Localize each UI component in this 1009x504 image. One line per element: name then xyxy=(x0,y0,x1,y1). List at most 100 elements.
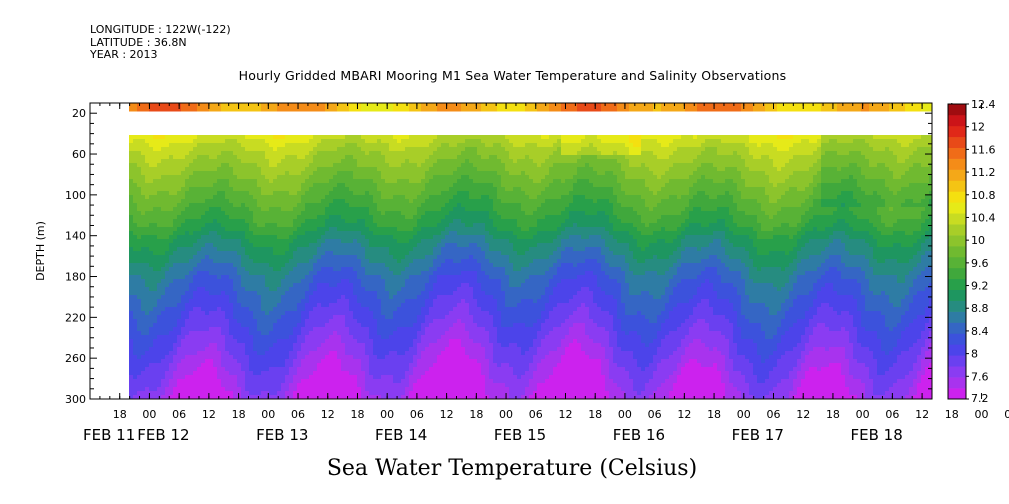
heatmap-cell xyxy=(361,267,366,272)
heatmap-cell xyxy=(309,147,314,152)
heatmap-cell xyxy=(149,299,154,304)
heatmap-cell xyxy=(177,267,182,272)
heatmap-cell xyxy=(305,139,310,144)
heatmap-cell xyxy=(369,219,374,224)
heatmap-cell xyxy=(305,295,310,300)
heatmap-field xyxy=(129,103,932,399)
heatmap-cell xyxy=(129,287,134,292)
heatmap-cell xyxy=(225,359,230,364)
heatmap-cell xyxy=(293,259,298,264)
heatmap-cell xyxy=(289,207,294,212)
heatmap-cell xyxy=(161,259,166,264)
heatmap-cell xyxy=(261,311,266,316)
heatmap-cell xyxy=(161,151,166,156)
heatmap-cell xyxy=(133,175,138,180)
heatmap-cell xyxy=(197,331,202,336)
heatmap-cell xyxy=(245,167,250,172)
heatmap-cell xyxy=(381,187,386,192)
heatmap-cell xyxy=(261,255,266,260)
heatmap-cell xyxy=(237,275,242,280)
heatmap-cell xyxy=(201,379,206,384)
heatmap-cell xyxy=(265,327,270,332)
heatmap-cell xyxy=(357,307,362,312)
heatmap-cell xyxy=(349,195,354,200)
heatmap-cell xyxy=(153,259,158,264)
heatmap-cell xyxy=(265,307,270,312)
heatmap-cell xyxy=(277,275,282,280)
heatmap-cell xyxy=(169,295,174,300)
heatmap-cell xyxy=(197,247,202,252)
heatmap-cell xyxy=(177,383,182,388)
heatmap-cell xyxy=(213,355,218,360)
heatmap-cell xyxy=(401,327,406,332)
heatmap-cell xyxy=(397,223,402,228)
heatmap-cell xyxy=(329,371,334,376)
heatmap-cell xyxy=(405,175,410,180)
heatmap-cell xyxy=(173,223,178,228)
heatmap-cell xyxy=(209,287,214,292)
heatmap-cell xyxy=(289,355,294,360)
heatmap-cell xyxy=(265,219,270,224)
heatmap-cell xyxy=(129,235,134,240)
heatmap-cell xyxy=(393,107,398,112)
heatmap-cell xyxy=(237,171,242,176)
heatmap-cell xyxy=(129,351,134,356)
heatmap-cell xyxy=(253,267,258,272)
heatmap-cell xyxy=(161,147,166,152)
heatmap-cell xyxy=(309,331,314,336)
heatmap-cell xyxy=(185,175,190,180)
heatmap-cell xyxy=(253,171,258,176)
heatmap-cell xyxy=(157,287,162,292)
heatmap-cell xyxy=(317,383,322,388)
heatmap-cell xyxy=(249,267,254,272)
heatmap-cell xyxy=(197,219,202,224)
heatmap-cell xyxy=(165,383,170,388)
heatmap-cell xyxy=(313,207,318,212)
heatmap-cell xyxy=(289,183,294,188)
heatmap-cell xyxy=(201,175,206,180)
heatmap-cell xyxy=(237,371,242,376)
heatmap-cell xyxy=(333,375,338,380)
heatmap-cell xyxy=(393,383,398,388)
heatmap-cell xyxy=(369,319,374,324)
heatmap-cell xyxy=(185,259,190,264)
heatmap-cell xyxy=(401,343,406,348)
heatmap-cell xyxy=(249,171,254,176)
heatmap-cell xyxy=(409,255,414,260)
heatmap-cell xyxy=(129,387,134,392)
heatmap-cell xyxy=(265,247,270,252)
heatmap-cell xyxy=(357,203,362,208)
heatmap-cell xyxy=(149,379,154,384)
heatmap-cell xyxy=(381,279,386,284)
heatmap-cell xyxy=(333,395,338,399)
heatmap-cell xyxy=(293,107,298,112)
heatmap-cell xyxy=(245,303,250,308)
heatmap-cell xyxy=(181,251,186,256)
heatmap-cell xyxy=(201,247,206,252)
heatmap-cell xyxy=(133,135,138,140)
heatmap-cell xyxy=(409,203,414,208)
heatmap-cell xyxy=(233,307,238,312)
heatmap-cell xyxy=(213,207,218,212)
heatmap-cell xyxy=(233,143,238,148)
heatmap-cell xyxy=(321,103,326,108)
heatmap-cell xyxy=(157,263,162,268)
heatmap-cell xyxy=(313,255,318,260)
heatmap-cell xyxy=(165,283,170,288)
heatmap-cell xyxy=(341,147,346,152)
heatmap-cell xyxy=(321,359,326,364)
heatmap-cell xyxy=(261,227,266,232)
heatmap-cell xyxy=(157,379,162,384)
heatmap-cell xyxy=(281,307,286,312)
heatmap-cell xyxy=(325,171,330,176)
heatmap-cell xyxy=(353,287,358,292)
heatmap-cell xyxy=(313,295,318,300)
heatmap-cell xyxy=(217,371,222,376)
heatmap-cell xyxy=(349,263,354,268)
heatmap-cell xyxy=(313,339,318,344)
heatmap-cell xyxy=(405,199,410,204)
heatmap-cell xyxy=(397,327,402,332)
heatmap-cell xyxy=(333,155,338,160)
heatmap-cell xyxy=(293,291,298,296)
heatmap-cell xyxy=(357,295,362,300)
